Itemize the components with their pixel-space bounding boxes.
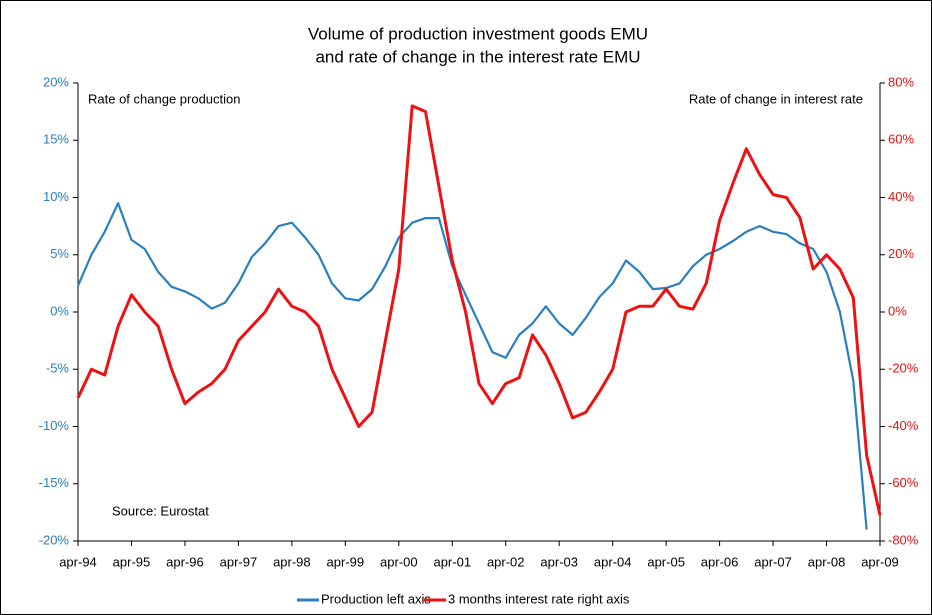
- chart-title: Volume of production investment goods EM…: [308, 24, 648, 43]
- series-line: [76, 104, 882, 516]
- x-tick-label: apr-96: [166, 554, 204, 569]
- annotation: Rate of change production: [88, 91, 241, 106]
- y2-tick-label: -40%: [888, 418, 919, 433]
- y-tick-label: -5%: [46, 361, 70, 376]
- y-tick-label: -15%: [39, 475, 70, 490]
- legend-label: Production left axis: [321, 591, 431, 606]
- y2-tick-label: -60%: [888, 475, 919, 490]
- x-tick-label: apr-04: [594, 554, 632, 569]
- x-tick-label: apr-09: [861, 554, 899, 569]
- x-tick-label: apr-01: [433, 554, 471, 569]
- x-tick-label: apr-95: [113, 554, 151, 569]
- y2-tick-label: 60%: [888, 132, 914, 147]
- y2-tick-label: 0%: [888, 303, 907, 318]
- x-tick-label: apr-07: [754, 554, 792, 569]
- y-tick-label: -10%: [39, 418, 70, 433]
- x-tick-label: apr-98: [273, 554, 311, 569]
- x-tick-label: apr-99: [327, 554, 365, 569]
- chart-title: and rate of change in the interest rate …: [315, 47, 640, 66]
- y-tick-label: 15%: [43, 132, 69, 147]
- legend-label: 3 months interest rate right axis: [448, 591, 630, 606]
- x-tick-label: apr-97: [220, 554, 258, 569]
- y2-tick-label: -80%: [888, 532, 919, 547]
- x-tick-label: apr-08: [808, 554, 846, 569]
- series-line: [76, 202, 868, 530]
- x-tick-label: apr-03: [540, 554, 578, 569]
- y-tick-label: 10%: [43, 189, 69, 204]
- y-tick-label: 5%: [50, 246, 69, 261]
- annotation: Rate of change in interest rate: [689, 91, 863, 106]
- x-tick-label: apr-02: [487, 554, 525, 569]
- y2-tick-label: 20%: [888, 246, 914, 261]
- x-tick-label: apr-00: [380, 554, 418, 569]
- annotation: Source: Eurostat: [112, 503, 209, 518]
- x-tick-label: apr-94: [59, 554, 97, 569]
- y2-tick-label: 80%: [888, 74, 914, 89]
- y2-tick-label: 40%: [888, 189, 914, 204]
- x-tick-label: apr-06: [701, 554, 739, 569]
- y2-tick-label: -20%: [888, 361, 919, 376]
- y-tick-label: 0%: [50, 303, 69, 318]
- y-tick-label: 20%: [43, 74, 69, 89]
- x-tick-label: apr-05: [647, 554, 685, 569]
- y-tick-label: -20%: [39, 532, 70, 547]
